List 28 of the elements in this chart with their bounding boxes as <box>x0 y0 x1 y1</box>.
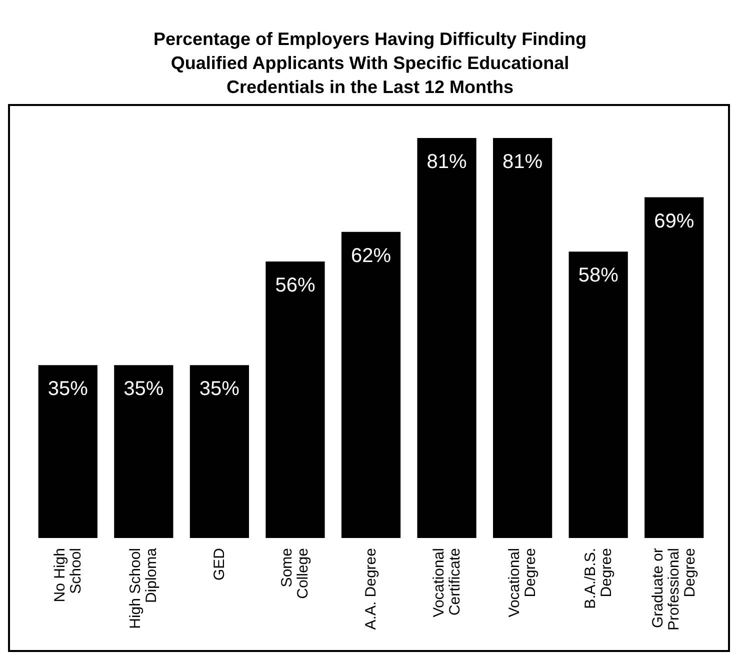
x-tick-label: A.A. Degree <box>362 548 380 630</box>
bar <box>644 197 704 538</box>
data-label: 35% <box>48 378 88 400</box>
bar <box>114 365 174 538</box>
data-label: 69% <box>654 210 694 232</box>
x-tick-label: B.A./B.S. Degree <box>582 548 615 609</box>
bar <box>493 138 552 538</box>
x-tick-label: Vocational Certificate <box>430 548 464 618</box>
data-label: 62% <box>350 244 392 267</box>
x-tick-label: Vocational Degree <box>506 548 540 618</box>
data-label: 35% <box>124 378 164 400</box>
bar <box>417 138 476 538</box>
bar <box>266 261 325 538</box>
bar <box>341 232 401 538</box>
data-label: 35% <box>199 378 240 400</box>
bar <box>568 252 628 538</box>
data-label: 56% <box>275 274 316 296</box>
bar <box>190 365 249 538</box>
chart-title: Percentage of Employers Having Difficulty Finding Qualified Applicants With Specific Educational Credentials in the Last 12 Months <box>153 29 587 97</box>
x-tick-label: No High School <box>51 548 84 602</box>
x-tick-label: Some College <box>278 548 312 599</box>
bar <box>38 365 98 538</box>
data-label: 58% <box>578 264 619 287</box>
x-tick-label: Graduate or Professional Degree <box>650 548 699 631</box>
data-label: 81% <box>502 151 543 173</box>
x-tick-label: High School Diploma <box>127 547 160 629</box>
x-tick-label: GED <box>210 548 228 581</box>
data-label: 81% <box>426 151 468 173</box>
